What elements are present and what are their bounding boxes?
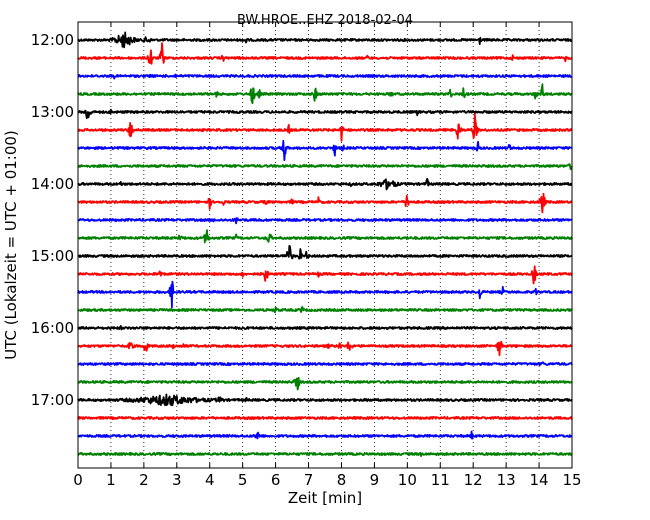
- x-tick-label: 9: [370, 471, 380, 489]
- y-tick-label: 17:00: [31, 391, 74, 409]
- trace-1200-black: [77, 31, 573, 49]
- trace-1245-green: [77, 83, 573, 105]
- trace-1600-black: [77, 325, 573, 331]
- trace-1430-blue: [77, 217, 573, 225]
- y-axis: 12:00 13:00 14:00 15:00 16:00 17:00: [31, 31, 572, 409]
- trace-1500-black: [77, 245, 573, 260]
- x-tick-label: 12: [464, 471, 483, 489]
- x-tick-label: 5: [238, 471, 248, 489]
- x-tick-label: 2: [139, 471, 149, 489]
- trace-1630-blue: [77, 361, 573, 366]
- y-tick-label: 13:00: [31, 103, 74, 121]
- x-axis-label: Zeit [min]: [288, 489, 362, 507]
- trace-1315-red: [77, 113, 573, 142]
- y-tick-label: 16:00: [31, 319, 74, 337]
- trace-group: [77, 31, 573, 457]
- trace-1715-red: [77, 416, 573, 420]
- x-tick-label: 4: [205, 471, 215, 489]
- y-axis-label: UTC (Lokalzeit = UTC + 01:00): [2, 130, 20, 360]
- x-tick-label: 15: [562, 471, 581, 489]
- x-tick-label: 8: [337, 471, 347, 489]
- x-tick-label: 14: [530, 471, 549, 489]
- chart-title: BW.HROE..EHZ 2018-02-04: [237, 13, 413, 28]
- y-tick-label: 14:00: [31, 175, 74, 193]
- plot-frame: [77, 21, 573, 469]
- x-tick-label: 1: [106, 471, 116, 489]
- trace-1330-blue: [77, 139, 573, 162]
- x-tick-label: 11: [431, 471, 450, 489]
- trace-1645-green: [77, 376, 573, 391]
- y-tick-label: 12:00: [31, 31, 74, 49]
- trace-1700-black: [77, 393, 573, 407]
- trace-1345-green: [77, 163, 573, 171]
- trace-1745-green: [77, 451, 573, 457]
- x-tick-label: 13: [497, 471, 516, 489]
- x-axis: 0 1 2 3 4 5 6 7 8 9 10 11 12 13 14 15: [73, 22, 582, 489]
- y-tick-label: 15:00: [31, 247, 74, 265]
- trace-1215-red: [77, 42, 573, 65]
- trace-1445-green: [77, 229, 573, 244]
- trace-1545-green: [77, 306, 573, 314]
- trace-1730-blue: [77, 430, 573, 440]
- x-tick-label: 6: [271, 471, 281, 489]
- trace-1515-red: [77, 265, 573, 285]
- trace-1400-black: [77, 178, 573, 191]
- x-tick-label: 10: [398, 471, 417, 489]
- x-tick-label: 7: [304, 471, 314, 489]
- trace-1230-blue: [77, 73, 573, 80]
- trace-1300-black: [77, 108, 573, 120]
- trace-1415-red: [77, 192, 573, 214]
- x-tick-label: 3: [172, 471, 182, 489]
- trace-1615-red: [77, 340, 573, 356]
- trace-1530-blue: [77, 280, 573, 309]
- x-tick-label: 0: [73, 471, 83, 489]
